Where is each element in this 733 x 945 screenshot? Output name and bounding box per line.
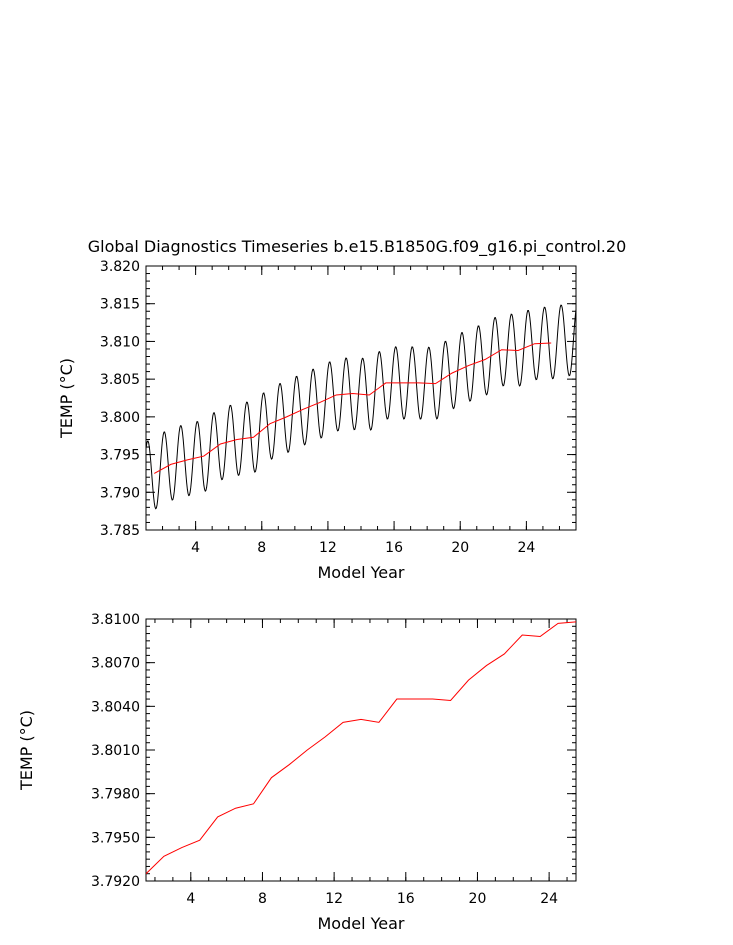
top-panel: 4 8 12 16 20 24 3.785 3.790 3.795 3.800 3.805 3.810… bbox=[57, 259, 577, 582]
x-tick-label: 20 bbox=[451, 540, 469, 556]
bottom-panel: 4 8 12 16 20 24 3.7920 3.7950 3.7980 3.8010 3.8040… bbox=[17, 612, 577, 933]
x-axis-label: Model Year bbox=[318, 914, 405, 933]
plot-frame bbox=[145, 618, 577, 882]
plot-frame bbox=[145, 265, 577, 531]
y-tick-label: 3.800 bbox=[100, 410, 140, 426]
x-tick-label: 8 bbox=[257, 540, 266, 556]
x-tick-label: 24 bbox=[517, 540, 535, 556]
y-axis-label: TEMP (°C) bbox=[57, 358, 76, 439]
y-tick-label: 3.795 bbox=[100, 448, 140, 464]
chart-title: Global Diagnostics Timeseries b.e15.B185… bbox=[88, 237, 627, 257]
y-tick-label: 3.815 bbox=[100, 297, 140, 313]
y-axis-label: TEMP (°C) bbox=[17, 710, 36, 791]
x-tick-label: 4 bbox=[186, 891, 195, 907]
monthly-series-line bbox=[146, 304, 576, 510]
y-tick-label: 3.805 bbox=[100, 372, 140, 388]
y-tick-label: 3.8100 bbox=[91, 612, 140, 628]
y-tick-label: 3.820 bbox=[100, 259, 140, 275]
x-tick-label: 4 bbox=[191, 540, 200, 556]
x-axis-label: Model Year bbox=[318, 563, 405, 582]
x-tick-label: 20 bbox=[469, 891, 487, 907]
x-tick-label: 12 bbox=[319, 540, 337, 556]
y-tick-label: 3.7980 bbox=[91, 787, 140, 803]
y-tick-label: 3.8010 bbox=[91, 743, 140, 759]
y-tick-label: 3.810 bbox=[100, 334, 140, 350]
x-tick-label: 16 bbox=[385, 540, 403, 556]
y-tick-label: 3.8040 bbox=[91, 699, 140, 715]
annual-mean-series-line bbox=[154, 342, 552, 474]
x-tick-label: 8 bbox=[258, 891, 267, 907]
y-tick-label: 3.7920 bbox=[91, 874, 140, 890]
x-tick-label: 24 bbox=[540, 891, 558, 907]
x-tick-label: 16 bbox=[397, 891, 415, 907]
x-tick-label: 12 bbox=[325, 891, 343, 907]
y-tick-label: 3.8070 bbox=[91, 656, 140, 672]
y-tick-label: 3.7950 bbox=[91, 830, 140, 846]
y-tick-label: 3.790 bbox=[100, 485, 140, 501]
annual-mean-series-line bbox=[146, 621, 576, 875]
y-tick-label: 3.785 bbox=[100, 523, 140, 539]
